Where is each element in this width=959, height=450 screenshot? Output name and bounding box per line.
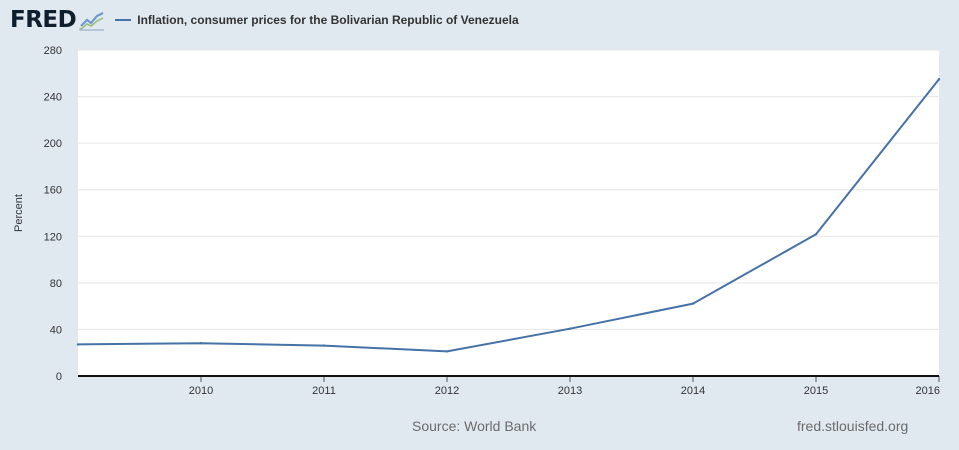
gridlines (78, 49, 939, 330)
source-note: Source: World Bank (412, 418, 537, 434)
plot-area (78, 50, 939, 376)
line-graph-icon (79, 11, 106, 31)
y-tick-label: 80 (50, 278, 62, 290)
data-point[interactable] (937, 78, 941, 81)
data-point[interactable] (568, 327, 572, 330)
x-tick-label: 2011 (312, 385, 336, 397)
x-tick-label: 2013 (558, 385, 582, 397)
y-tick-label: 160 (44, 185, 62, 197)
y-tick-label: 280 (44, 45, 62, 57)
y-axis-title: Percent (13, 194, 25, 232)
data-point[interactable] (76, 343, 80, 346)
data-point[interactable] (322, 344, 326, 347)
fred-logo-text: FRED (10, 7, 77, 33)
data-point[interactable] (814, 233, 818, 236)
axes (78, 375, 940, 382)
y-tick-label: 240 (44, 92, 62, 104)
fred-url-link[interactable]: fred.stlouisfed.org (797, 418, 909, 434)
data-point[interactable] (445, 350, 449, 353)
y-tick-label: 200 (44, 138, 62, 150)
series-line[interactable] (77, 78, 940, 353)
x-tick-label: 2010 (189, 385, 213, 397)
y-tick-label: 0 (56, 371, 62, 383)
header: FRED Inflation, consumer prices for the … (10, 6, 519, 34)
y-tick-label: 120 (44, 231, 62, 243)
legend-label: Inflation, consumer prices for the Boliv… (137, 13, 519, 27)
chart-legend: Inflation, consumer prices for the Boliv… (115, 13, 519, 27)
x-tick-label: 2015 (804, 385, 828, 397)
series-layer (76, 78, 941, 353)
x-tick-label: 2012 (435, 385, 459, 397)
tick-labels: 0 40 80 120 160 200 240 280 2010 2011 2012 2013 2014… (13, 45, 940, 397)
y-tick-label: 40 (50, 324, 62, 336)
legend-swatch (115, 19, 132, 21)
x-tick-label: 2016 (916, 385, 940, 397)
data-point[interactable] (199, 341, 203, 345)
data-point[interactable] (691, 302, 695, 305)
fred-logo[interactable]: FRED (10, 7, 106, 33)
x-tick-label: 2014 (681, 385, 705, 397)
